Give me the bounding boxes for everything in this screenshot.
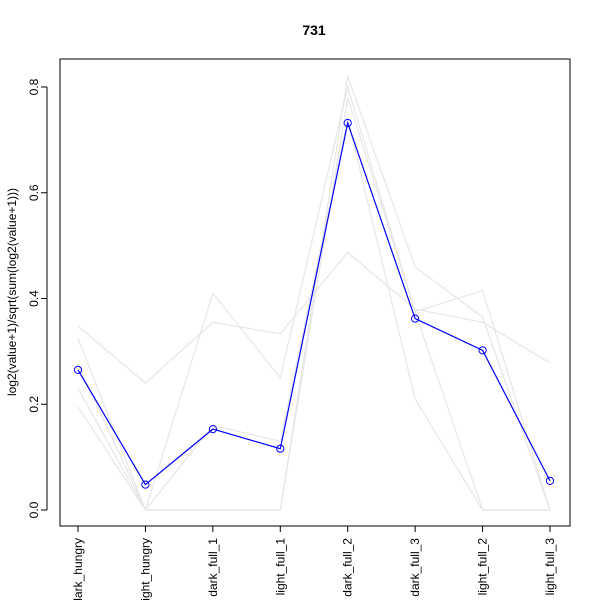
y-tick-label: 0.6 [27, 184, 41, 201]
y-tick-label: 0.0 [27, 501, 41, 518]
highlight-point-dark_full_2 [343, 118, 352, 128]
x-tick-label: light_full_1 [273, 538, 287, 596]
background-series-line-3 [77, 76, 551, 511]
background-series-group [77, 76, 551, 512]
highlight-point-light_full_1 [276, 444, 285, 453]
highlight-point-light_hungry [141, 480, 150, 489]
highlight-series-group [73, 118, 555, 489]
highlight-point-dark_full_1 [208, 425, 217, 434]
x-tick-label: dark_full_2 [341, 538, 355, 597]
x-tick-label: light_full_3 [543, 538, 557, 596]
background-series-line-5 [77, 118, 550, 512]
chart-title: 731 [302, 22, 326, 38]
y-axis: 0.0 0.2 0.4 0.6 0.8 [27, 78, 48, 518]
x-tick-label: dark_hungry [71, 538, 85, 600]
x-axis: dark_hungry light_hungry dark_full_1 light_… [71, 525, 557, 600]
background-series-line-1 [77, 251, 551, 384]
background-series-line-4 [77, 97, 550, 511]
highlight-point-dark_full_3 [411, 314, 420, 323]
y-tick-label: 0.4 [27, 290, 41, 307]
x-tick-label: dark_full_3 [408, 538, 422, 597]
x-tick-label: dark_full_1 [206, 538, 220, 597]
x-tick-label: light_hungry [138, 538, 152, 600]
highlight-point-light_full_3 [545, 476, 555, 485]
y-tick-label: 0.2 [27, 396, 41, 413]
y-axis-label: log2(value+1)/sqrt(sum(log2(value+1))) [5, 188, 19, 396]
x-tick-label: light_full_2 [476, 538, 490, 596]
y-tick-label: 0.8 [27, 78, 41, 95]
background-series-line-2 [77, 84, 551, 512]
highlight-series-line [77, 120, 551, 486]
highlight-point-dark_hungry [73, 365, 83, 374]
highlight-point-light_full_2 [478, 346, 487, 355]
